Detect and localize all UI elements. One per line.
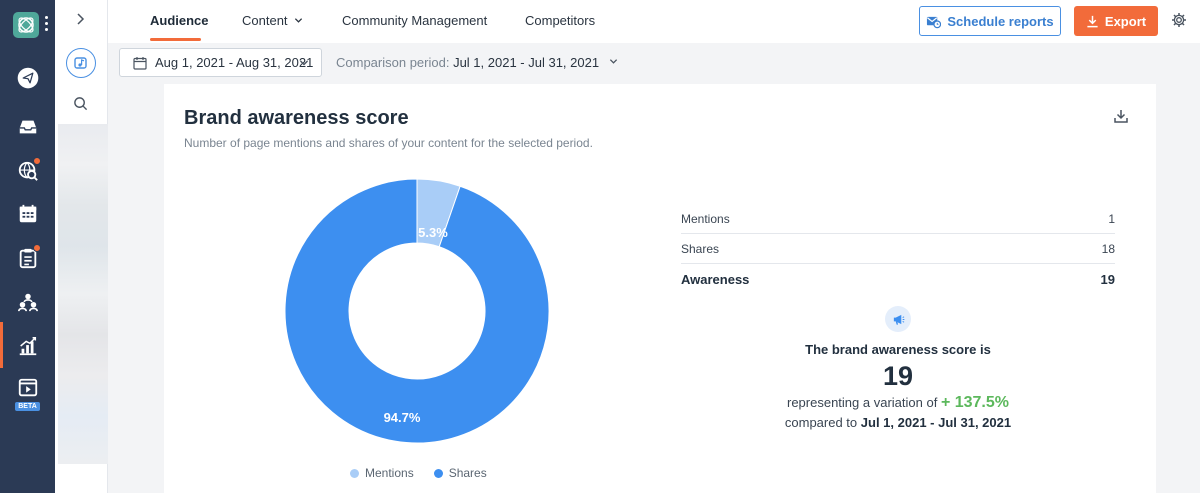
more-menu-icon[interactable] [45,16,49,34]
search-icon[interactable] [73,96,88,111]
chevron-down-icon [609,59,617,64]
date-range-value: Aug 1, 2021 - Aug 31, 2021 [155,55,314,70]
table-row-total: Awareness 19 [681,264,1115,294]
schedule-reports-label: Schedule reports [947,13,1054,29]
add-profile-button[interactable] [66,48,96,78]
legend-item-mentions[interactable]: Mentions [350,466,414,480]
mail-schedule-icon [927,16,942,28]
variation-value: + 137.5% [940,394,1009,411]
metric-label: Awareness [681,271,750,287]
legend-label-shares: Shares [448,466,487,480]
megaphone-icon [885,306,911,332]
score-value: 19 [882,361,914,391]
date-range-picker[interactable]: Aug 1, 2021 - Aug 31, 2021 [119,48,322,77]
top-nav: Audience Content Community Management Co… [108,0,1200,43]
app-logo-icon[interactable] [13,12,39,38]
music-note-icon [74,57,87,69]
listening-icon[interactable] [12,155,44,187]
legend-label-mentions: Mentions [365,466,414,480]
gear-icon[interactable] [1171,12,1187,28]
metric-label: Shares [681,241,720,256]
tab-content[interactable]: Content [242,13,303,28]
donut-chart: 5.3% 94.7% [284,178,550,444]
card-title: Brand awareness score [184,107,409,129]
metric-label: Mentions [681,211,730,226]
tab-content-label: Content [242,13,288,28]
calendar-icon [133,56,147,70]
compared-prefix: compared to [784,415,858,430]
chevron-down-icon [295,18,303,23]
expand-chevron-icon[interactable] [73,12,87,26]
reports-list-icon[interactable] [12,242,44,274]
brand-awareness-card: Brand awareness score Number of page men… [164,84,1156,493]
slice-label-shares: 94.7% [384,410,421,425]
calendar-icon[interactable] [12,198,44,230]
download-icon[interactable] [1113,108,1129,124]
beta-badge: BETA [15,402,40,411]
metric-value: 19 [1100,271,1115,287]
comparison-period-selector[interactable]: Comparison period: Jul 1, 2021 - Jul 31,… [336,55,618,70]
variation-prefix: representing a variation of [787,395,938,410]
inbox-icon[interactable] [12,111,44,143]
compared-period: Jul 1, 2021 - Jul 31, 2021 [860,415,1012,430]
comparison-value: Jul 1, 2021 - Jul 31, 2021 [453,55,600,70]
metric-value: 1 [1108,211,1115,226]
metrics-table: Mentions 1 Shares 18 Awareness 19 [681,204,1115,294]
variation-text: representing a variation of + 137.5% [681,394,1115,412]
export-button[interactable]: Export [1074,6,1158,36]
video-icon[interactable] [12,372,44,404]
score-summary: The brand awareness score is 19 represen… [681,342,1115,430]
secondary-sidebar [55,0,108,493]
export-label: Export [1104,13,1147,29]
active-indicator [0,322,3,368]
tab-audience[interactable]: Audience [150,13,209,28]
profile-list [58,124,108,464]
analytics-icon[interactable] [12,330,44,362]
compared-text: compared to Jul 1, 2021 - Jul 31, 2021 [681,415,1115,430]
app-rail: BETA [0,0,55,493]
team-icon[interactable] [12,286,44,318]
active-tab-underline [150,38,201,41]
card-subtitle: Number of page mentions and shares of yo… [184,136,593,150]
table-row: Shares 18 [681,234,1115,264]
legend-item-shares[interactable]: Shares [433,466,487,480]
download-icon [1087,15,1098,27]
chevron-down-icon [300,60,308,66]
tab-community-management[interactable]: Community Management [342,13,488,28]
legend-swatch-shares [433,468,443,478]
slice-label-mentions: 5.3% [418,225,448,240]
metric-value: 18 [1101,241,1115,256]
chart-legend: Mentions Shares [350,466,487,480]
comparison-label: Comparison period: [336,55,450,70]
score-label: The brand awareness score is [805,342,991,357]
donut-slice-shares[interactable] [284,178,550,444]
publish-icon[interactable] [12,62,44,94]
schedule-reports-button[interactable]: Schedule reports [919,6,1061,36]
tab-competitors[interactable]: Competitors [525,13,596,28]
table-row: Mentions 1 [681,204,1115,234]
legend-swatch-mentions [350,468,359,478]
